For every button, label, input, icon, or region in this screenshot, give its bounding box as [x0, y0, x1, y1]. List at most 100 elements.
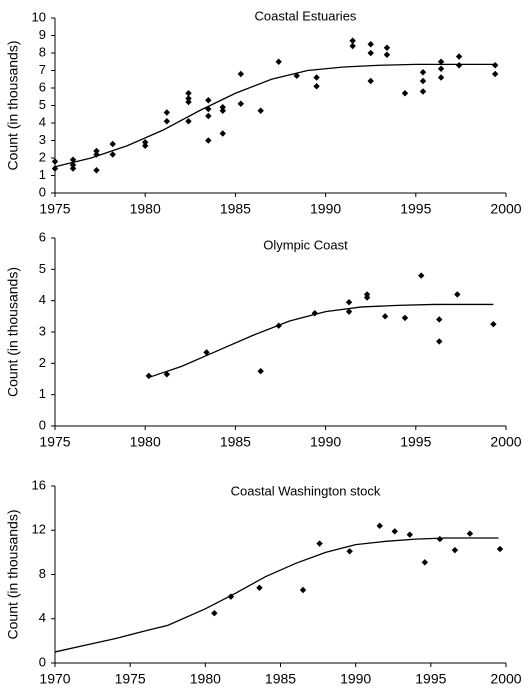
data-point: [219, 130, 226, 137]
x-tick-label: 1975: [115, 671, 146, 687]
y-tick-label: 16: [32, 477, 46, 492]
data-point: [163, 371, 171, 378]
y-tick-label: 6: [39, 79, 46, 94]
x-tick-label: 1995: [415, 671, 446, 687]
x-tick-label: 1985: [220, 434, 251, 450]
data-point: [142, 142, 149, 149]
data-point: [316, 540, 323, 547]
data-point: [401, 314, 409, 322]
data-point: [69, 156, 77, 163]
panel: Coastal Estuaries Count (in thousands) 0 1 2…: [5, 8, 522, 216]
data-point: [436, 316, 443, 323]
data-point: [367, 77, 374, 85]
data-point: [51, 158, 59, 165]
x-tick-label: 1980: [130, 434, 161, 450]
data-point: [237, 70, 245, 78]
x-tick-label: 2000: [490, 671, 521, 687]
data-point: [145, 372, 153, 380]
data-point: [163, 118, 171, 125]
data-point: [256, 584, 263, 591]
data-point: [376, 522, 383, 530]
data-point: [436, 535, 444, 543]
data-point: [51, 165, 59, 172]
x-tick-label: 1990: [310, 434, 341, 450]
y-tick-label: 4: [39, 610, 46, 625]
data-point: [455, 62, 463, 69]
y-axis-label: Count (in thousands): [5, 267, 21, 397]
data-point: [367, 49, 374, 57]
data-point: [455, 53, 463, 60]
y-tick-label: 2: [39, 149, 46, 164]
data-point: [466, 530, 474, 537]
x-tick-label: 1970: [39, 671, 70, 687]
y-tick-label: 12: [32, 522, 46, 537]
data-point: [211, 610, 218, 617]
data-point: [496, 545, 504, 553]
x-tick-label: 1980: [190, 671, 221, 687]
y-tick-label: 2: [39, 355, 46, 370]
data-point: [349, 37, 356, 44]
x-tick-label: 1975: [39, 201, 70, 217]
data-point: [345, 308, 353, 315]
y-tick-label: 3: [39, 323, 46, 338]
data-point: [299, 586, 307, 594]
x-tick-label: 1990: [340, 671, 371, 687]
y-tick-label: 0: [39, 417, 46, 432]
fit-line: [148, 303, 494, 379]
y-tick-label: 1: [39, 167, 46, 182]
y-tick-label: 10: [32, 9, 46, 24]
data-point: [451, 546, 459, 554]
y-tick-label: 6: [39, 229, 46, 244]
x-tick-label: 1990: [310, 201, 341, 217]
data-point: [185, 90, 192, 97]
data-point: [109, 140, 116, 148]
data-point: [346, 548, 353, 555]
y-tick-label: 8: [39, 566, 46, 581]
data-point: [185, 98, 192, 106]
chart-title: Coastal Washington stock: [231, 483, 381, 498]
data-point: [381, 313, 389, 320]
data-point: [205, 112, 212, 120]
data-point: [237, 100, 245, 107]
data-point: [419, 77, 427, 85]
y-tick-label: 8: [39, 44, 46, 59]
data-point: [313, 83, 320, 90]
panel: Coastal Washington stock Count (in thousa…: [5, 477, 522, 686]
data-point: [383, 51, 391, 58]
data-point: [313, 74, 320, 81]
chart-title: Coastal Estuaries: [255, 8, 357, 23]
data-point: [421, 559, 429, 566]
data-point: [142, 139, 149, 146]
data-point: [219, 107, 226, 114]
fit-line: [54, 537, 499, 653]
x-tick-label: 1985: [220, 201, 251, 217]
y-tick-label: 3: [39, 132, 46, 147]
data-point: [401, 90, 409, 97]
data-point: [205, 137, 212, 144]
y-tick-label: 4: [39, 114, 46, 129]
data-point: [349, 42, 356, 50]
y-tick-label: 5: [39, 261, 46, 276]
data-point: [185, 118, 192, 125]
fit-line: [54, 63, 497, 168]
x-tick-label: 1995: [400, 434, 431, 450]
data-point: [205, 105, 212, 113]
data-point: [205, 97, 212, 104]
data-point: [406, 531, 413, 538]
y-axis-label: Count (in thousands): [5, 510, 21, 640]
data-point: [491, 70, 499, 78]
data-point: [257, 107, 264, 114]
data-point: [257, 367, 264, 375]
data-point: [367, 41, 374, 48]
data-point: [363, 294, 371, 301]
data-point: [437, 65, 445, 72]
data-point: [490, 320, 497, 328]
y-tick-label: 9: [39, 27, 46, 42]
data-point: [93, 151, 100, 158]
y-tick-label: 0: [39, 654, 46, 669]
data-point: [69, 161, 77, 169]
data-point: [436, 338, 443, 345]
data-point: [418, 272, 425, 279]
y-tick-label: 4: [39, 292, 46, 307]
